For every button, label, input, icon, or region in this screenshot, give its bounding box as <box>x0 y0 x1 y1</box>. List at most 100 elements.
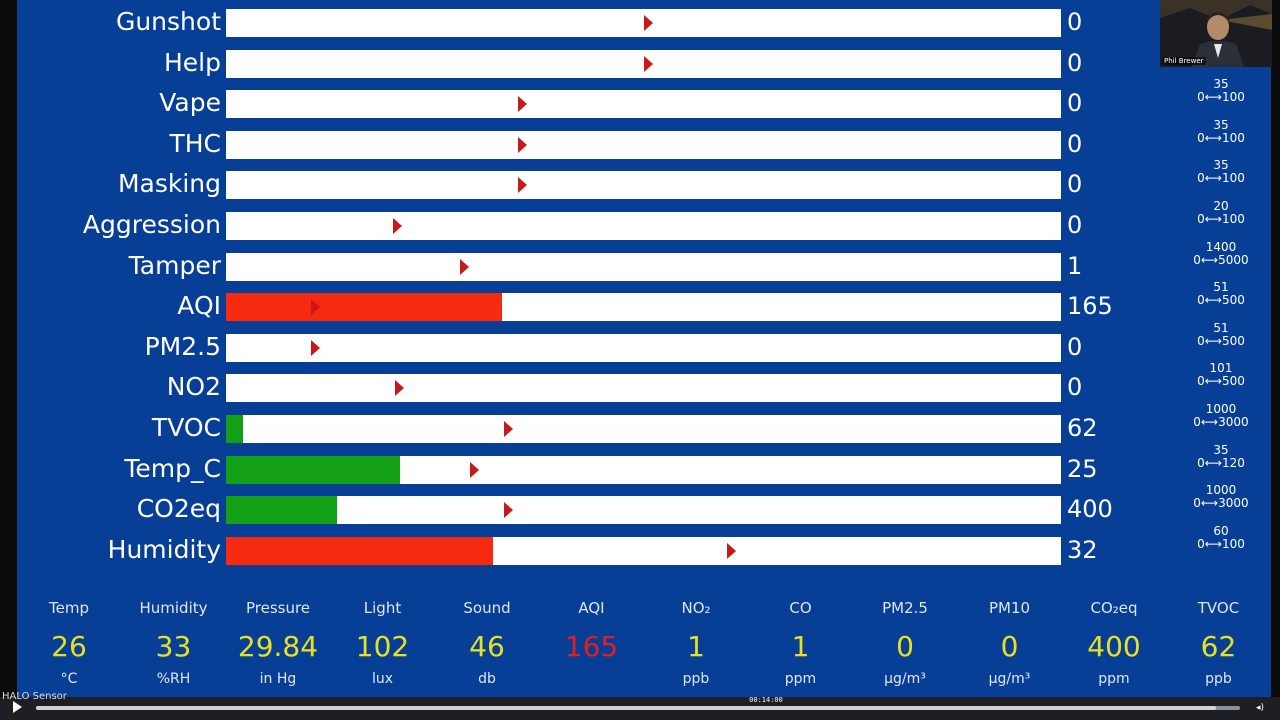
summary-value: 102 <box>355 630 410 663</box>
threshold-value: 35 <box>1213 158 1229 173</box>
summary-item: Temp 26 °C <box>17 598 121 688</box>
threshold-range: 35 0⟷100 <box>1185 78 1257 104</box>
time-readout: 00:14:00 <box>749 696 783 704</box>
summary-unit: ppm <box>784 671 817 687</box>
summary-name: CO₂eq <box>1090 599 1138 617</box>
sensor-label: Aggression <box>82 210 221 239</box>
sensor-label: Temp_C <box>124 453 221 483</box>
summary-name: PM2.5 <box>882 599 928 617</box>
summary-value: 1 <box>687 630 705 663</box>
threshold-range: 20 0⟷100 <box>1185 200 1257 226</box>
threshold-marker <box>518 136 528 153</box>
sensor-row: PM2.5 0 51 0⟷500 <box>17 321 1271 362</box>
bar-fill <box>226 455 400 484</box>
threshold-value: 35 <box>1213 442 1229 457</box>
bar-fill <box>226 415 243 443</box>
sensor-row: CO2eq 400 1000 0⟷3000 <box>17 484 1271 525</box>
threshold-marker <box>469 461 479 478</box>
play-icon[interactable] <box>13 701 22 713</box>
sensor-label: NO2 <box>166 372 221 402</box>
threshold-marker <box>643 15 653 31</box>
sensor-value: 0 <box>1067 373 1083 402</box>
summary-item: NO₂ 1 ppb <box>644 598 748 688</box>
sensor-dashboard-panel: Gunshot0Help00⟷100Vape0350⟷100THC0350⟷10… <box>17 0 1271 700</box>
summary-value: 29.84 <box>237 630 319 663</box>
range-text: 0⟷100 <box>1197 90 1245 105</box>
sensor-row: Vape 0 35 0⟷100 <box>17 78 1271 119</box>
bar-track <box>226 9 1061 37</box>
threshold-value: 60 <box>1213 523 1229 538</box>
progress-played <box>36 706 1216 710</box>
video-caption: HALO Sensor <box>2 691 67 702</box>
summary-unit <box>540 670 644 688</box>
bar-track <box>226 455 1061 484</box>
summary-value: 33 <box>155 630 192 663</box>
bar-track <box>226 496 1061 525</box>
bar-track <box>226 171 1061 200</box>
threshold-value: 20 <box>1213 199 1229 213</box>
sensor-row: Masking 0 35 0⟷100 <box>17 159 1271 200</box>
sensor-label: PM2.5 <box>144 331 221 361</box>
range-text: 0⟷500 <box>1197 333 1245 348</box>
summary-unit: °C <box>60 671 78 687</box>
sensor-value: 0 <box>1067 332 1083 361</box>
summary-value: 26 <box>51 630 87 663</box>
threshold-value: 51 <box>1213 320 1229 335</box>
summary-item: Sound 46 db <box>435 598 539 688</box>
summary-value: 46 <box>469 630 505 663</box>
summary-value: 1 <box>791 630 810 663</box>
sensor-value: 25 <box>1067 454 1098 483</box>
sensor-label: Masking <box>117 169 221 199</box>
threshold-marker <box>727 542 736 559</box>
webcam-overlay[interactable]: Phil Brewer <box>1160 0 1272 67</box>
sensor-row: AQI 165 51 0⟷500 <box>17 281 1271 322</box>
threshold-marker <box>311 339 321 356</box>
sensor-row: Aggression 0 20 0⟷100 <box>17 200 1271 240</box>
summary-item: Light 102 lux <box>331 598 435 688</box>
threshold-value: 51 <box>1213 280 1229 295</box>
summary-item: PM10 0 µg/m³ <box>958 598 1062 688</box>
progress-track[interactable]: 00:14:00 <box>36 696 1240 710</box>
threshold-marker <box>394 380 404 397</box>
sensor-row: Help00⟷100 <box>17 37 1271 78</box>
threshold-range: 35 0⟷120 <box>1185 442 1257 470</box>
threshold-value: 35 <box>1213 117 1229 132</box>
range-text: 0⟷100 <box>1197 171 1245 186</box>
threshold-range: 51 0⟷500 <box>1185 281 1257 307</box>
summary-value: 400 <box>1087 630 1141 663</box>
sensor-label: Humidity <box>107 534 221 564</box>
sensor-value: 0 <box>1067 8 1083 36</box>
bar-track <box>226 90 1061 119</box>
volume-icon[interactable]: ◂) <box>1256 703 1265 713</box>
bar-track <box>226 49 1061 78</box>
threshold-range: 101 0⟷500 <box>1185 362 1257 388</box>
summary-item: Pressure 29.84 in Hg <box>226 598 330 688</box>
bar-fill <box>226 293 502 322</box>
sensor-label: CO2eq <box>136 494 221 524</box>
range-text: 0⟷500 <box>1197 293 1245 308</box>
summary-unit: db <box>478 671 496 687</box>
summary-unit: ppb <box>682 671 710 687</box>
summary-item: AQI 165 <box>540 598 644 688</box>
sensor-row: NO2 0 101 0⟷500 <box>17 362 1271 403</box>
threshold-value: 1400 <box>1205 239 1237 254</box>
summary-unit: µg/m³ <box>988 671 1031 687</box>
sensor-row: Gunshot 0 <box>17 7 1271 37</box>
sensor-row: Temp_C 25 35 0⟷120 <box>17 443 1271 484</box>
webcam-name-tag: Phil Brewer <box>1162 57 1206 65</box>
sensor-value: 0 <box>1067 89 1083 118</box>
threshold-range: 35 0⟷100 <box>1185 117 1257 145</box>
threshold-marker <box>459 258 469 275</box>
summary-name: Sound <box>463 599 511 617</box>
summary-value: 165 <box>564 630 619 663</box>
threshold-marker <box>504 502 514 519</box>
sensor-label: TVOC <box>151 413 221 442</box>
summary-name: Pressure <box>245 599 311 617</box>
threshold-value: 35 <box>1213 77 1229 92</box>
sensor-value: 1 <box>1067 251 1083 280</box>
summary-name: Humidity <box>139 599 208 617</box>
summary-value: 62 <box>1200 630 1237 663</box>
sensor-label: THC <box>169 128 221 158</box>
summary-item: Humidity 33 %RH <box>122 598 226 688</box>
sensor-value: 0 <box>1067 170 1083 199</box>
